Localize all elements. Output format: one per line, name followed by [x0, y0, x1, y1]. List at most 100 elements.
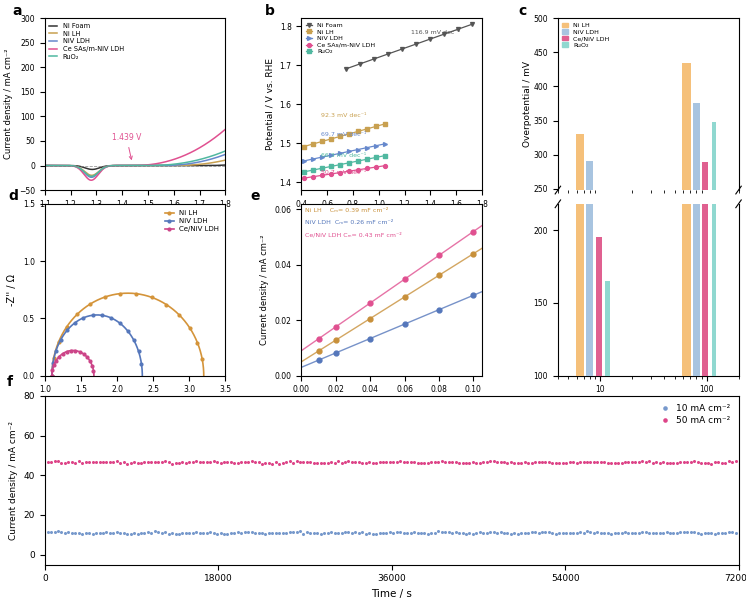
NiV LDH	[109, 315, 118, 322]
Ni LH	[122, 162, 131, 169]
RuO₂	[72, 163, 81, 171]
Ni Foam	[177, 162, 186, 169]
Line: Ni LH: Ni LH	[302, 122, 387, 149]
Ni Foam	[161, 162, 170, 169]
NiV LDH	[469, 291, 478, 299]
Bar	[702, 100, 708, 521]
Line: Ni Foam: Ni Foam	[345, 22, 474, 70]
Bar	[576, 41, 584, 521]
RuO₂	[363, 155, 372, 163]
Legend: Ni LH, NiV LDH, Ce/NiV LDH, RuO₂: Ni LH, NiV LDH, Ce/NiV LDH, RuO₂	[561, 21, 611, 49]
RuO₂	[345, 159, 354, 166]
NiV LDH	[336, 150, 345, 157]
Line: NiV LDH: NiV LDH	[45, 154, 225, 177]
NiV LDH	[133, 344, 142, 351]
RuO₂	[161, 161, 170, 169]
RuO₂	[122, 162, 131, 169]
Line: Ce SAs/m-NiV LDH: Ce SAs/m-NiV LDH	[45, 129, 225, 180]
Ce SAs/m-NiV LDH	[147, 161, 156, 168]
50 mA cm⁻²	[230, 459, 239, 467]
RuO₂	[318, 164, 327, 172]
Line: Ce/NiV LDH: Ce/NiV LDH	[51, 349, 95, 377]
NiV LDH	[107, 314, 116, 322]
Text: f: f	[7, 375, 13, 388]
Line: 10 mA cm⁻²: 10 mA cm⁻²	[46, 529, 737, 536]
Ce SAs/m-NiV LDH	[363, 164, 372, 172]
Ce/NiV LDH	[366, 299, 374, 307]
Bar	[586, 99, 593, 521]
Ce SAs/m-NiV LDH	[122, 162, 131, 169]
NiV LDH	[136, 355, 145, 362]
Bar	[702, 162, 708, 359]
Text: 116.9 mV dec⁻¹: 116.9 mV dec⁻¹	[411, 30, 460, 35]
10 mA cm⁻²	[43, 529, 52, 536]
Ni LH	[190, 334, 199, 341]
RuO₂	[327, 163, 336, 170]
Text: d: d	[9, 189, 19, 203]
RuO₂	[354, 157, 363, 164]
Bar	[692, 0, 700, 521]
Text: 1.439 V: 1.439 V	[112, 133, 141, 159]
NiV LDH	[87, 174, 96, 181]
Text: Ce/NiV LDH Cₘ= 0.43 mF cm⁻²: Ce/NiV LDH Cₘ= 0.43 mF cm⁻²	[305, 232, 401, 237]
RuO₂	[372, 154, 380, 161]
Ce SAs/m-NiV LDH	[318, 172, 327, 179]
NiV LDH	[48, 372, 57, 379]
50 mA cm⁻²	[75, 457, 84, 464]
Line: NiV LDH: NiV LDH	[316, 293, 476, 362]
Line: Ce SAs/m-NiV LDH: Ce SAs/m-NiV LDH	[302, 164, 387, 180]
Ce SAs/m-NiV LDH	[327, 171, 336, 178]
50 mA cm⁻²	[257, 460, 266, 467]
Ni LH	[354, 127, 363, 135]
X-axis label: ν / V s⁻¹: ν / V s⁻¹	[374, 400, 410, 409]
Ni Foam	[425, 36, 434, 43]
10 mA cm⁻²	[71, 530, 80, 537]
NiV LDH	[354, 146, 363, 153]
Ni LH	[123, 290, 132, 297]
NiV LDH	[400, 320, 409, 328]
RuO₂	[221, 148, 230, 155]
Ce SAs/m-NiV LDH	[380, 162, 389, 169]
Line: RuO₂: RuO₂	[302, 154, 387, 174]
Ce SAs/m-NiV LDH	[299, 174, 308, 181]
Y-axis label: Current density / mA cm⁻²: Current density / mA cm⁻²	[260, 234, 269, 345]
Line: Ni LH: Ni LH	[45, 160, 225, 175]
X-axis label: Time / s: Time / s	[372, 589, 412, 599]
NiV LDH	[372, 142, 380, 149]
Ni Foam	[72, 162, 81, 169]
Ce/NiV LDH	[69, 347, 78, 354]
Bar	[606, 246, 610, 359]
Ni LH	[372, 123, 380, 130]
NiV LDH	[221, 151, 230, 158]
X-axis label: Potential / V vs.RHE: Potential / V vs.RHE	[90, 214, 180, 223]
Ni LH	[87, 172, 96, 179]
Ni LH	[221, 157, 230, 164]
Ce SAs/m-NiV LDH	[40, 162, 49, 169]
NiV LDH	[138, 372, 147, 379]
X-axis label: Log (J / mA cm⁻²): Log (J / mA cm⁻²)	[353, 214, 430, 223]
Bar	[712, 15, 716, 521]
10 mA cm⁻²	[171, 531, 180, 538]
Ce/NiV LDH	[314, 335, 323, 342]
50 mA cm⁻²	[175, 459, 184, 467]
Bar	[606, 281, 610, 521]
NiV LDH	[363, 144, 372, 151]
Ce/NiV LDH	[76, 348, 85, 356]
Ce/NiV LDH	[48, 372, 57, 379]
50 mA cm⁻²	[71, 459, 80, 466]
Text: 66.3 mV dec⁻¹: 66.3 mV dec⁻¹	[321, 153, 366, 158]
RuO₂	[308, 166, 317, 174]
Ce SAs/m-NiV LDH	[336, 169, 345, 176]
Legend: Ni Foam, Ni LH, NiV LDH, Ce SAs/m-NiV LDH, RuO₂: Ni Foam, Ni LH, NiV LDH, Ce SAs/m-NiV LD…	[304, 21, 376, 56]
Ce/NiV LDH	[75, 348, 84, 355]
Ni LH	[177, 162, 186, 169]
Ce SAs/m-NiV LDH	[72, 164, 81, 171]
Ni LH	[147, 162, 156, 169]
50 mA cm⁻²	[703, 459, 712, 466]
Ni Foam	[412, 41, 421, 48]
NiV LDH	[40, 162, 49, 169]
50 mA cm⁻²	[88, 458, 97, 466]
Ce/NiV LDH	[48, 371, 57, 379]
NiV LDH	[318, 154, 327, 161]
Ce/NiV LDH	[75, 348, 84, 355]
